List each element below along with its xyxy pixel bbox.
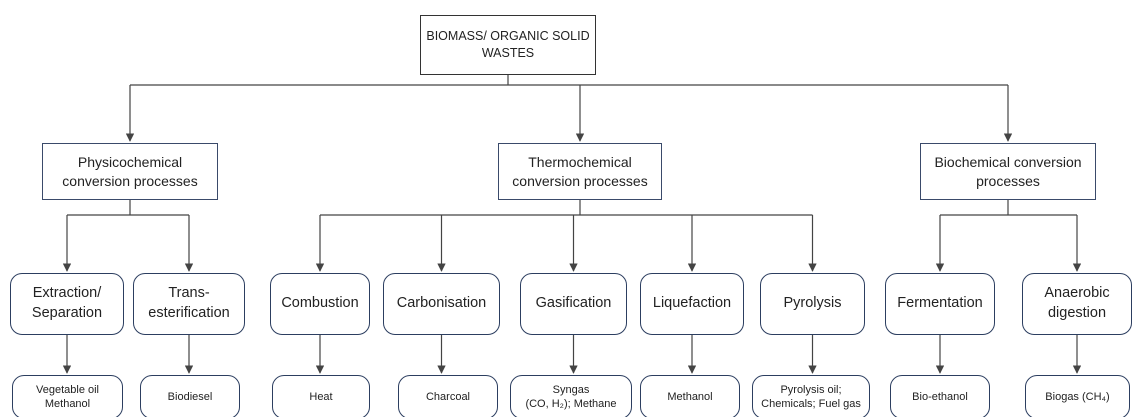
group-box-text: Physicochemical — [77, 153, 183, 170]
product-box: Biodiesel — [140, 375, 240, 417]
process-box-text: Fermentation — [897, 295, 983, 312]
group-box-text: Biochemical conversion — [934, 153, 1082, 170]
product-box-text: Biogas (CH₄) — [1045, 390, 1110, 403]
process-box-text: digestion — [1047, 305, 1107, 321]
root-box: BIOMASS/ ORGANIC SOLID WASTES — [420, 15, 596, 75]
process-box-text: Separation — [31, 305, 103, 321]
product-box-text: Heat — [309, 390, 333, 403]
group-box-text: conversion processes — [62, 172, 198, 189]
product-box: Bio-ethanol — [890, 375, 990, 417]
process-box-text: Combustion — [281, 295, 359, 312]
product-box: Vegetable oil Methanol — [12, 375, 123, 417]
group-box: Thermochemical conversion processes — [498, 143, 662, 200]
product-box-text: Methanol — [44, 398, 91, 410]
product-box: Heat — [272, 375, 370, 417]
process-box: Liquefaction — [640, 273, 744, 335]
process-box: Combustion — [270, 273, 370, 335]
process-box: Trans-esterification — [133, 273, 245, 335]
group-box-text: conversion processes — [512, 172, 648, 189]
process-box-text: Pyrolysis — [783, 295, 842, 312]
group-box: Biochemical conversion processes — [920, 143, 1096, 200]
product-box-text: Bio-ethanol — [912, 390, 968, 403]
process-box: Fermentation — [885, 273, 995, 335]
process-box: Pyrolysis — [760, 273, 865, 335]
process-box-text: Carbonisation — [396, 295, 487, 312]
process-box: Carbonisation — [383, 273, 500, 335]
product-box-text: (CO, H₂); Methane — [525, 398, 617, 410]
product-box: Syngas (CO, H₂); Methane — [510, 375, 632, 417]
process-box-text: Liquefaction — [652, 295, 732, 312]
process-box: Extraction/Separation — [10, 273, 124, 335]
process-box-text: Extraction/ — [32, 285, 102, 302]
group-box-text: Thermochemical — [528, 153, 632, 170]
product-box: Methanol — [640, 375, 740, 417]
product-box-text: Chemicals; Fuel gas — [761, 398, 861, 410]
product-box-text: Biodiesel — [167, 390, 213, 403]
product-box-text: Charcoal — [425, 390, 471, 403]
product-box-text: Pyrolysis oil; — [780, 383, 842, 396]
product-box-text: Vegetable oil — [36, 383, 99, 396]
product-box-text: Methanol — [667, 390, 713, 403]
process-box-text: Trans- — [168, 285, 210, 302]
process-box-text: esterification — [148, 305, 230, 321]
product-box: Charcoal — [398, 375, 498, 417]
group-box: Physicochemical conversion processes — [42, 143, 218, 200]
product-box: Pyrolysis oil; Chemicals; Fuel gas — [752, 375, 870, 417]
process-box-text: Gasification — [535, 295, 612, 312]
root-label: BIOMASS/ ORGANIC SOLID WASTES — [426, 29, 590, 60]
process-box: Anaerobic digestion — [1022, 273, 1132, 335]
product-box-text: Syngas — [552, 383, 590, 396]
process-box: Gasification — [520, 273, 627, 335]
group-box-text: processes — [976, 172, 1040, 189]
product-box: Biogas (CH₄) — [1025, 375, 1130, 417]
process-box-text: Anaerobic — [1044, 285, 1110, 302]
